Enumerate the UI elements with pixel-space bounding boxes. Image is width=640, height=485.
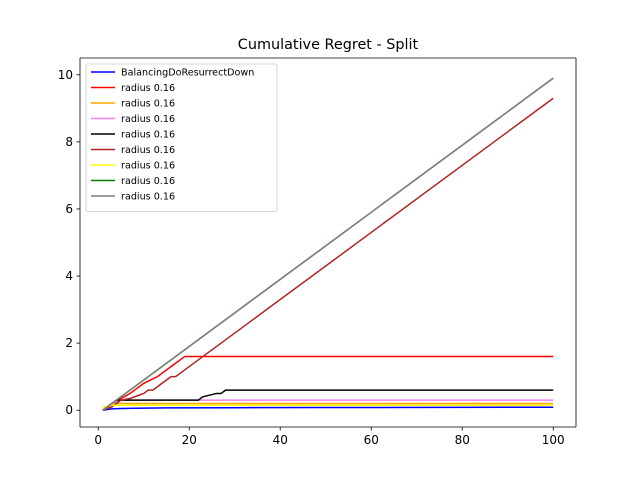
y-tick-label: 0 xyxy=(65,403,73,417)
legend-box xyxy=(85,63,278,212)
x-tick-label: 20 xyxy=(182,433,197,447)
x-tick-label: 0 xyxy=(94,433,102,447)
x-tick-label: 100 xyxy=(542,433,565,447)
legend-entry-label: radius 0.16 xyxy=(121,99,175,110)
legend-entry-label: radius 0.16 xyxy=(121,130,175,141)
legend-entry-label: radius 0.16 xyxy=(121,145,175,156)
legend-entry-label: radius 0.16 xyxy=(121,161,175,172)
legend-entry-label: radius 0.16 xyxy=(121,192,175,203)
y-tick-label: 8 xyxy=(65,135,73,149)
x-tick-label: 80 xyxy=(455,433,470,447)
x-tick-label: 60 xyxy=(364,433,379,447)
chart-title: Cumulative Regret - Split xyxy=(238,37,419,53)
legend-entry-label: radius 0.16 xyxy=(121,83,175,94)
axes: 0 20 40 60 80 100 0 2 4 6 8 10 xyxy=(58,57,577,447)
series-line-6 xyxy=(102,97,554,411)
plot-area xyxy=(102,77,554,411)
x-tick-label: 40 xyxy=(273,433,288,447)
y-tick-label: 6 xyxy=(65,202,73,216)
series-line-9 xyxy=(102,77,554,411)
legend-entry-label: radius 0.16 xyxy=(121,176,175,187)
y-tick-label: 10 xyxy=(58,68,73,82)
y-tick-label: 2 xyxy=(65,336,73,350)
legend-entry-label: radius 0.16 xyxy=(121,114,175,125)
series-line-1 xyxy=(102,406,554,411)
y-tick-label: 4 xyxy=(65,269,73,283)
legend: BalancingDoResurrectDown radius 0.16 radiu… xyxy=(85,63,278,212)
legend-entry-label: BalancingDoResurrectDown xyxy=(121,68,254,79)
